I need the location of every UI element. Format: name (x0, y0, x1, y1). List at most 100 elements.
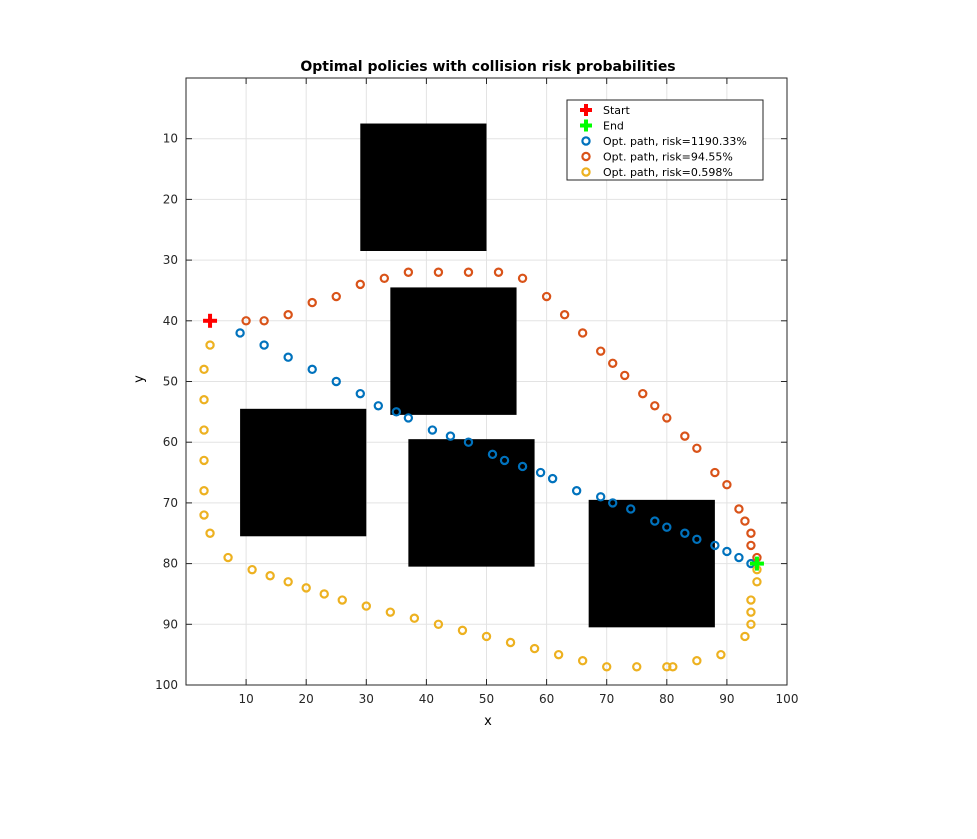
x-tick-label: 70 (599, 692, 614, 706)
data-point (541, 291, 552, 302)
data-point (199, 486, 209, 496)
data-point (740, 516, 750, 526)
x-tick-label: 100 (776, 692, 799, 706)
y-tick-label: 20 (163, 192, 178, 206)
data-point (710, 540, 720, 551)
data-point (259, 316, 269, 326)
data-point (692, 443, 702, 453)
x-tick-label: 60 (539, 692, 554, 706)
data-point (487, 449, 498, 460)
y-tick-label: 50 (163, 375, 178, 389)
data-point (620, 370, 630, 381)
data-point (746, 595, 756, 605)
tick-labels: 10 20 30 40 50 60 70 80 90 100 10 20 30 40 50 60 70 80 90 1… (155, 132, 798, 706)
y-tick-label: 10 (163, 132, 178, 146)
data-point (722, 546, 732, 557)
data-point (559, 310, 570, 320)
data-point (427, 425, 438, 435)
data-point (199, 395, 209, 405)
data-point (463, 437, 474, 447)
data-point (553, 649, 564, 660)
legend-label: Opt. path, risk=1190.33% (603, 135, 747, 148)
x-tick-label: 50 (479, 692, 494, 706)
chart-title: Optimal policies with collision risk pro… (300, 59, 675, 75)
x-tick-label: 10 (238, 692, 253, 706)
data-point (445, 431, 456, 441)
legend-label: Start (603, 104, 631, 117)
data-point (577, 328, 588, 338)
data-point (199, 510, 209, 520)
data-point (662, 413, 672, 423)
data-point (265, 571, 275, 581)
data-point (650, 516, 660, 526)
data-point (571, 486, 582, 496)
data-point (331, 291, 341, 302)
data-point (409, 613, 420, 623)
data-point (283, 577, 293, 587)
data-point (602, 662, 612, 672)
data-point (734, 504, 744, 514)
data-point (662, 662, 672, 672)
data-point (746, 528, 756, 538)
axes (185, 77, 788, 686)
data-point (638, 388, 648, 399)
data-point (734, 552, 744, 563)
legend-symbol (581, 151, 591, 162)
data-point (241, 316, 251, 326)
end-marker (749, 556, 764, 571)
legend-symbol (580, 119, 592, 132)
legend-label: Opt. path, risk=94.55% (603, 151, 733, 164)
data-point (692, 534, 702, 545)
data-point (626, 504, 636, 514)
data-point (307, 364, 317, 375)
data-point (632, 662, 642, 672)
data-point (361, 601, 371, 611)
data-point (373, 401, 384, 411)
y-tick-label: 90 (163, 617, 178, 631)
data-point (692, 656, 702, 666)
data-point (457, 625, 468, 636)
data-point (199, 364, 209, 375)
data-point (680, 431, 690, 441)
data-point (301, 583, 311, 593)
data-point (481, 631, 492, 642)
legend-box (566, 99, 764, 181)
data-point (746, 607, 756, 617)
start-end-markers (203, 313, 764, 571)
obstacle (408, 439, 535, 567)
data-point (746, 540, 756, 551)
data-point (205, 340, 215, 350)
data-point (680, 528, 690, 538)
data-point (307, 297, 317, 308)
data-point (595, 346, 606, 356)
series-markers (199, 267, 762, 672)
data-point (710, 467, 720, 478)
data-point (403, 413, 414, 423)
data-point (668, 662, 678, 672)
data-point (535, 467, 546, 478)
y-tick-label: 70 (163, 496, 178, 510)
data-point (391, 407, 402, 417)
data-point (722, 479, 732, 490)
x-tick-label: 80 (659, 692, 674, 706)
obstacle (390, 287, 517, 415)
obstacle (240, 408, 367, 537)
data-point (517, 273, 528, 284)
data-point (547, 473, 558, 484)
data-point (433, 267, 444, 277)
y-tick-label: 30 (163, 253, 178, 267)
data-point (337, 595, 347, 605)
y-tick-label: 100 (155, 678, 178, 692)
legend-symbol (581, 136, 591, 146)
y-tick-label: 60 (163, 435, 178, 449)
y-tick-label: 40 (163, 314, 178, 328)
data-point (463, 267, 474, 277)
data-point (595, 492, 606, 502)
data-point (379, 273, 390, 284)
legend-symbol (580, 104, 592, 116)
legend-symbol (581, 167, 591, 177)
legend-label: Opt. path, risk=0.598% (603, 166, 733, 179)
data-point (493, 267, 504, 277)
y-tick-label: 80 (163, 557, 178, 571)
